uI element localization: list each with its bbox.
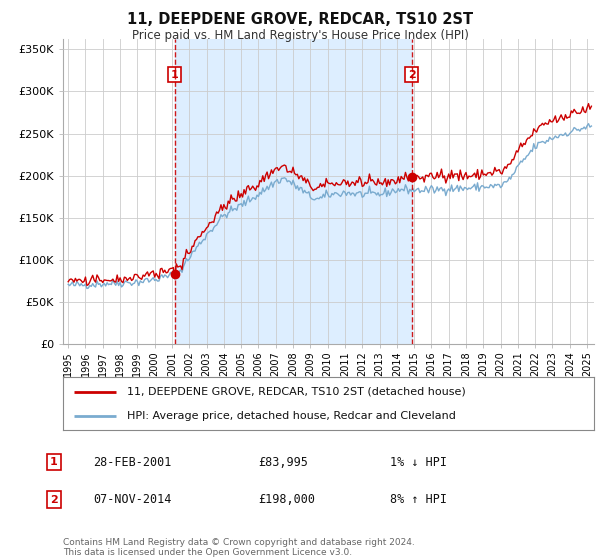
Text: £198,000: £198,000 [258, 493, 315, 506]
Text: Contains HM Land Registry data © Crown copyright and database right 2024.
This d: Contains HM Land Registry data © Crown c… [63, 538, 415, 557]
Text: 1: 1 [171, 69, 179, 80]
Text: 1% ↓ HPI: 1% ↓ HPI [390, 455, 447, 469]
Text: 2: 2 [50, 494, 58, 505]
Text: 2: 2 [407, 69, 415, 80]
Text: 1: 1 [50, 457, 58, 467]
Text: 07-NOV-2014: 07-NOV-2014 [93, 493, 172, 506]
Text: HPI: Average price, detached house, Redcar and Cleveland: HPI: Average price, detached house, Redc… [127, 411, 455, 421]
Text: 8% ↑ HPI: 8% ↑ HPI [390, 493, 447, 506]
Text: 11, DEEPDENE GROVE, REDCAR, TS10 2ST: 11, DEEPDENE GROVE, REDCAR, TS10 2ST [127, 12, 473, 27]
Bar [175, 39, 412, 344]
Text: Price paid vs. HM Land Registry's House Price Index (HPI): Price paid vs. HM Land Registry's House … [131, 29, 469, 42]
Text: 11, DEEPDENE GROVE, REDCAR, TS10 2ST (detached house): 11, DEEPDENE GROVE, REDCAR, TS10 2ST (de… [127, 387, 466, 397]
Text: 28-FEB-2001: 28-FEB-2001 [93, 455, 172, 469]
Text: £83,995: £83,995 [258, 455, 308, 469]
